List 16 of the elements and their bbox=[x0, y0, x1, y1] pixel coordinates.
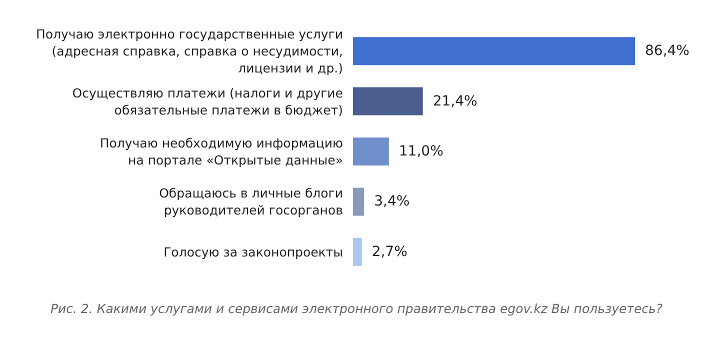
bar bbox=[353, 188, 364, 216]
y-tick-label: Осуществляю платежи (налоги и другие обязательные платежи в бюджет) bbox=[72, 85, 344, 118]
text: Рис. 2. Какими услугами и сервисами электронного правительства egov.kz Вы пользуетесь? bbox=[50, 301, 663, 316]
y-tick-label: Получаю электронно государственные услуги (адресная справка, справка о несудимости, лицензии и др.) bbox=[36, 26, 343, 76]
data-label: 21,4% bbox=[432, 93, 478, 110]
data-label: 86,4% bbox=[645, 43, 690, 60]
data-label: 3,4% bbox=[374, 194, 410, 210]
bar bbox=[353, 87, 423, 116]
y-tick-label: Получаю необходимую информацию на портале «Открытые данные» bbox=[100, 136, 343, 168]
data-label: 2,7% bbox=[372, 244, 408, 260]
y-tick-label: Голосую за законопроекты bbox=[164, 244, 343, 260]
data-label: 11,0% bbox=[398, 144, 444, 160]
bar bbox=[353, 138, 389, 166]
bar bbox=[353, 238, 362, 266]
y-tick-label: Обращаюсь в личные блоги руководителей госорганов bbox=[159, 186, 343, 218]
bar bbox=[353, 37, 635, 66]
